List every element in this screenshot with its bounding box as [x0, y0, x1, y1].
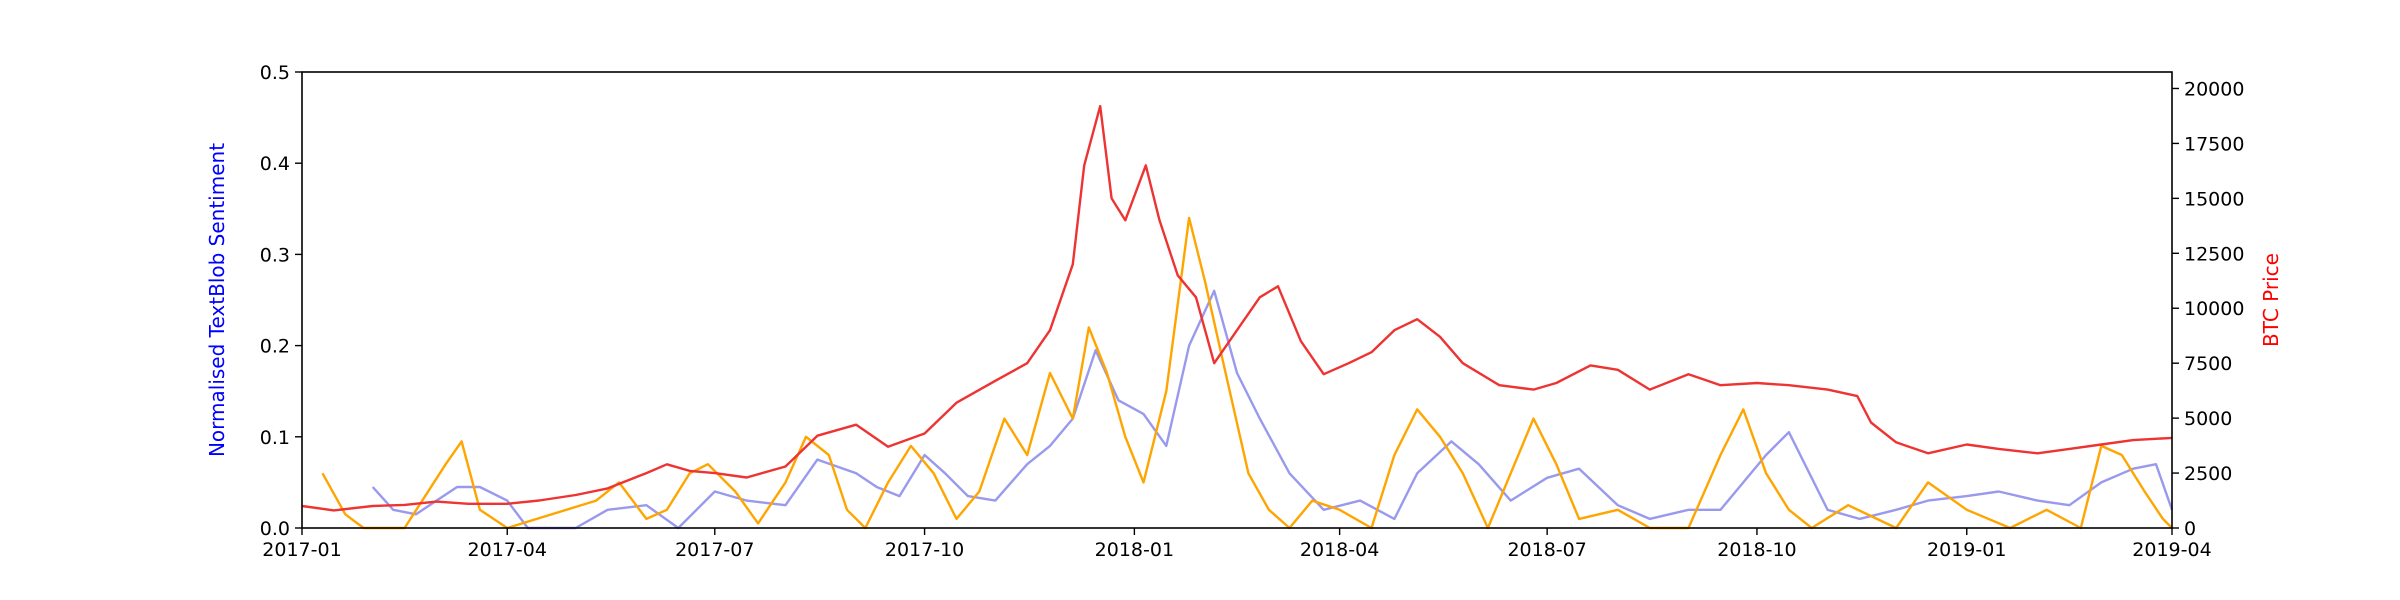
x-tick-label: 2018-10: [1717, 539, 1796, 561]
y-axis-left: 0.0 0.1 0.2 0.3 0.4 0.5: [260, 62, 302, 540]
y2-tick-label: 20000: [2184, 78, 2244, 100]
x-tick-label: 2017-07: [675, 539, 754, 561]
y-tick-label: 0.4: [260, 153, 290, 175]
x-tick-label: 2018-04: [1300, 539, 1379, 561]
y-tick-label: 0.0: [260, 518, 290, 540]
x-tick-label: 2019-04: [2132, 539, 2211, 561]
series-line-1: [371, 289, 2174, 530]
x-tick-label: 2018-07: [1507, 539, 1586, 561]
y-axis-left-title: Normalised TextBlob Sentiment: [205, 143, 229, 457]
y2-tick-label: 12500: [2184, 243, 2244, 265]
y2-tick-label: 0: [2184, 518, 2196, 540]
y2-tick-label: 5000: [2184, 408, 2232, 430]
x-axis: 2017-01 2017-04 2017-07 2017-10 2018-01 2018-…: [262, 528, 2212, 561]
x-tick-label: 2017-01: [262, 539, 341, 561]
y2-tick-label: 17500: [2184, 133, 2244, 155]
series-line-2: [321, 216, 2173, 530]
y-tick-label: 0.5: [260, 62, 290, 84]
y2-tick-label: 7500: [2184, 353, 2232, 375]
y-axis-right-title: BTC Price: [2259, 253, 2283, 347]
series-layer: [301, 104, 2174, 530]
y2-tick-label: 2500: [2184, 463, 2232, 485]
y2-tick-label: 15000: [2184, 188, 2244, 210]
x-tick-label: 2019-01: [1927, 539, 2006, 561]
x-tick-label: 2017-10: [885, 539, 964, 561]
x-tick-label: 2017-04: [468, 539, 547, 561]
series-line-3: [301, 104, 2173, 512]
y-tick-label: 0.3: [260, 244, 290, 266]
x-tick-label: 2018-01: [1095, 539, 1174, 561]
y2-tick-label: 10000: [2184, 298, 2244, 320]
y-axis-right: 0 2500 5000 7500 10000 12500 15000 17500 20000: [2172, 78, 2244, 540]
y-tick-label: 0.1: [260, 427, 290, 449]
plot-frame: [301, 71, 2173, 529]
y-tick-label: 0.2: [260, 336, 290, 358]
